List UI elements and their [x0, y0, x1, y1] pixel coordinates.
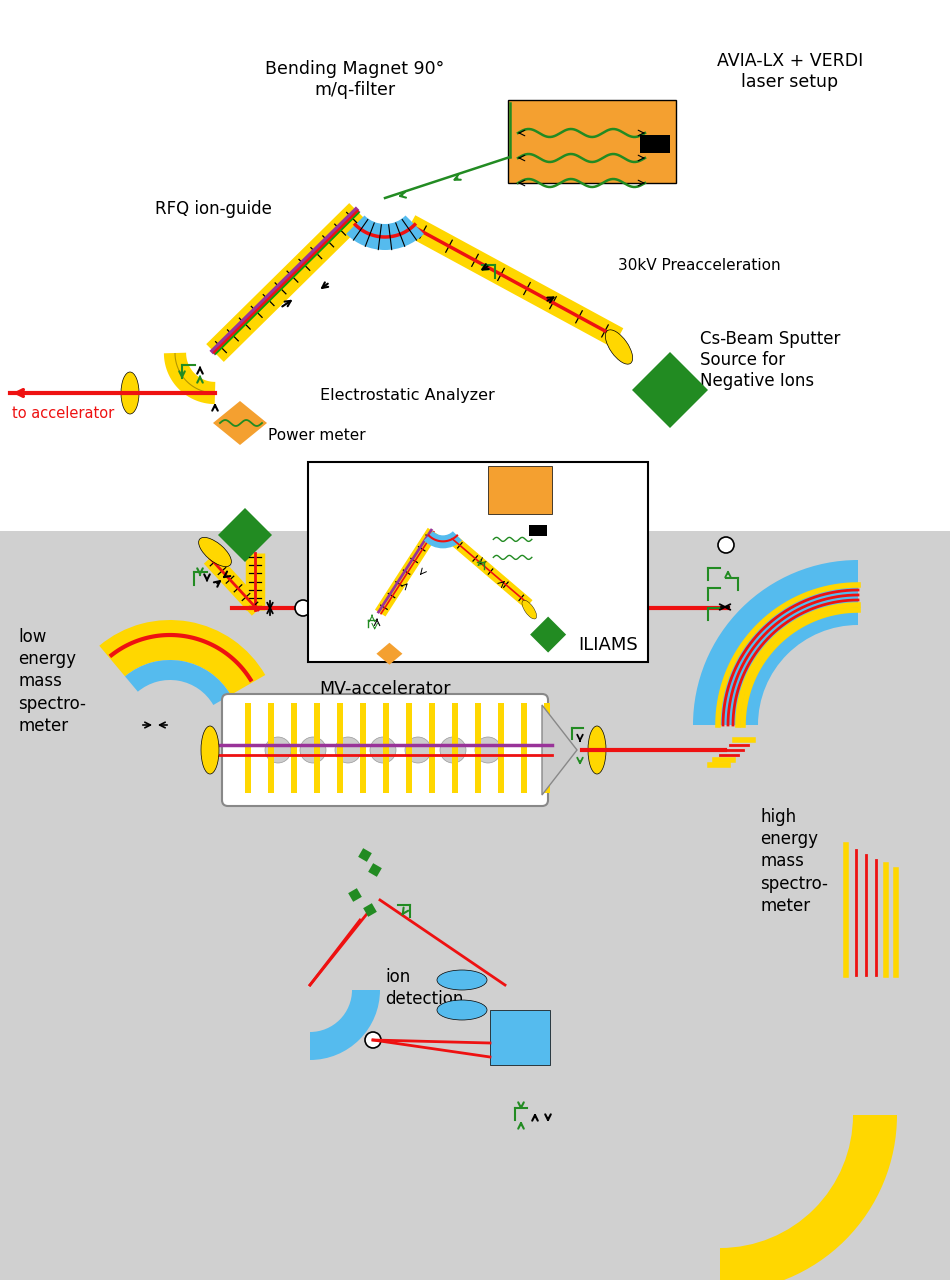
Ellipse shape: [588, 726, 606, 774]
Circle shape: [475, 737, 501, 763]
Circle shape: [295, 600, 311, 616]
Wedge shape: [720, 1115, 897, 1280]
Text: low
energy
mass
spectro-
meter: low energy mass spectro- meter: [18, 628, 85, 735]
Circle shape: [335, 737, 361, 763]
Bar: [0, 0, 950, 531]
Bar: [544, 703, 550, 794]
Bar: [383, 703, 389, 794]
Text: AVIA-LX + VERDI
laser setup: AVIA-LX + VERDI laser setup: [717, 52, 864, 91]
Bar: [360, 703, 366, 794]
Bar: [529, 525, 547, 536]
Ellipse shape: [605, 330, 633, 365]
Bar: [337, 703, 343, 794]
Text: RFQ ion-guide: RFQ ion-guide: [155, 200, 272, 218]
Circle shape: [440, 737, 466, 763]
Bar: [488, 466, 552, 515]
Text: MV-accelerator: MV-accelerator: [319, 680, 450, 698]
Wedge shape: [424, 531, 462, 548]
Polygon shape: [213, 401, 267, 445]
Bar: [640, 134, 670, 154]
Circle shape: [405, 737, 431, 763]
Wedge shape: [310, 989, 380, 1060]
Polygon shape: [218, 508, 272, 562]
Text: high
energy
mass
spectro-
meter: high energy mass spectro- meter: [760, 808, 827, 915]
Bar: [358, 849, 371, 861]
Bar: [268, 703, 274, 794]
Text: Electrostatic Analyzer: Electrostatic Analyzer: [320, 388, 495, 403]
Ellipse shape: [121, 372, 139, 413]
Bar: [521, 703, 527, 794]
Text: to accelerator: to accelerator: [12, 406, 114, 421]
Bar: [348, 888, 362, 902]
Wedge shape: [693, 561, 858, 724]
Ellipse shape: [522, 600, 537, 620]
Ellipse shape: [330, 584, 350, 632]
FancyBboxPatch shape: [222, 694, 548, 806]
Text: 30kV Preacceleration: 30kV Preacceleration: [618, 259, 781, 273]
Bar: [452, 703, 458, 794]
Ellipse shape: [437, 1000, 487, 1020]
Bar: [291, 703, 297, 794]
FancyBboxPatch shape: [508, 100, 676, 183]
Text: ILIAMS: ILIAMS: [579, 636, 638, 654]
Circle shape: [300, 737, 326, 763]
Bar: [475, 703, 481, 794]
Ellipse shape: [201, 726, 219, 774]
Circle shape: [370, 737, 396, 763]
Wedge shape: [125, 660, 231, 705]
Bar: [0, 531, 950, 1280]
Bar: [406, 703, 412, 794]
Polygon shape: [530, 617, 566, 653]
Bar: [245, 703, 251, 794]
Bar: [498, 703, 504, 794]
Polygon shape: [542, 705, 577, 795]
Ellipse shape: [199, 538, 232, 567]
Bar: [490, 1010, 550, 1065]
Polygon shape: [376, 643, 403, 664]
Circle shape: [365, 1032, 381, 1048]
Text: Bending Magnet 90°
m/q-filter: Bending Magnet 90° m/q-filter: [265, 60, 445, 99]
Bar: [363, 904, 377, 916]
Polygon shape: [632, 352, 708, 428]
Bar: [369, 863, 382, 877]
Bar: [314, 703, 320, 794]
Circle shape: [718, 538, 734, 553]
Bar: [308, 462, 648, 662]
Text: Power meter: Power meter: [268, 428, 366, 443]
Wedge shape: [346, 215, 424, 250]
Text: ion
detection: ion detection: [385, 968, 464, 1009]
Wedge shape: [100, 620, 265, 695]
Bar: [429, 703, 435, 794]
Ellipse shape: [437, 970, 487, 989]
Text: Cs-Beam Sputter
Source for
Negative Ions: Cs-Beam Sputter Source for Negative Ions: [700, 330, 841, 389]
Circle shape: [265, 737, 291, 763]
